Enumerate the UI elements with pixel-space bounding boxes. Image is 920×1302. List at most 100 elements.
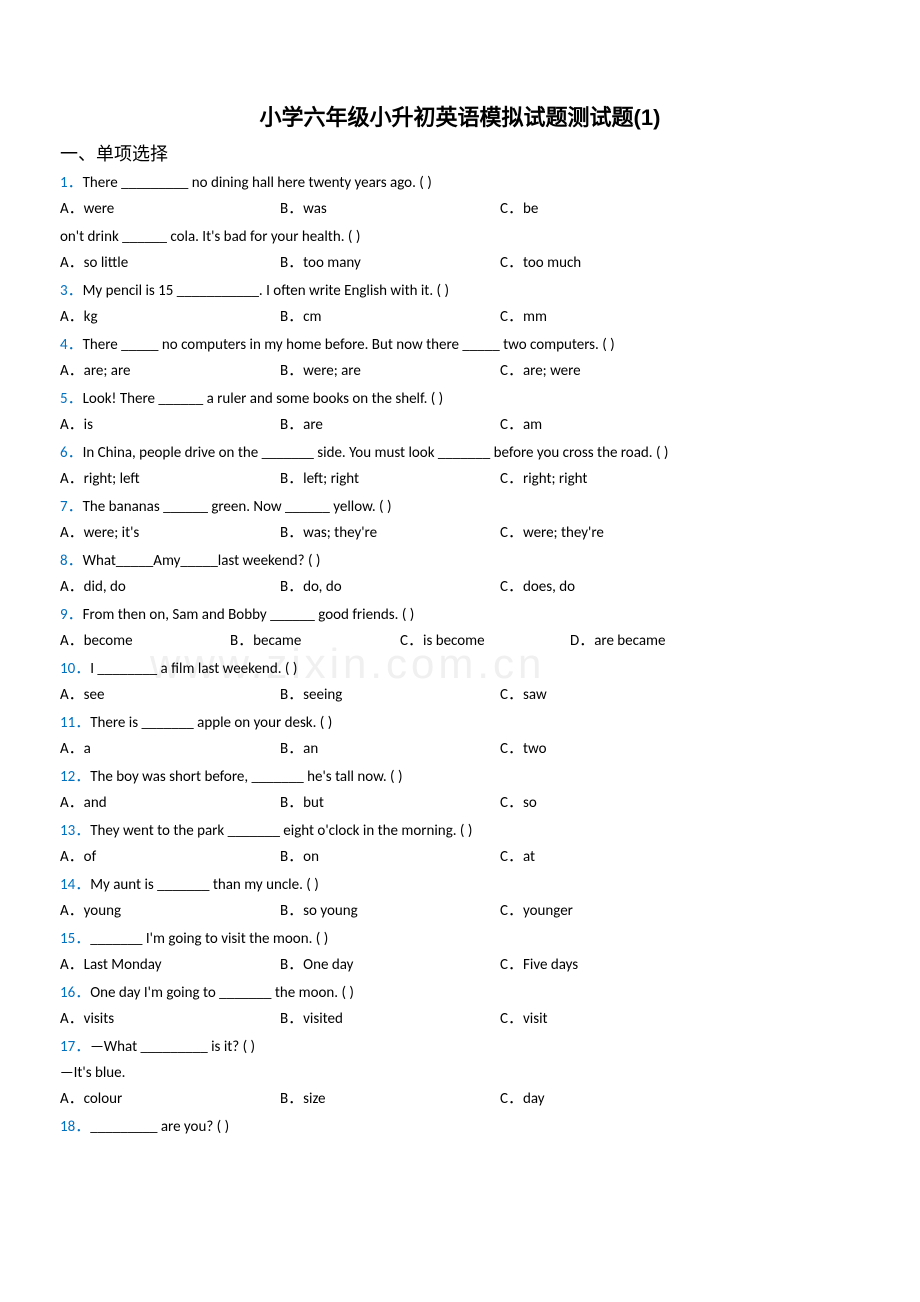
options-row: A．Last MondayB．One dayC．Five days <box>60 952 860 978</box>
question-text: 1．There _________ no dining hall here tw… <box>60 170 860 196</box>
option-a: A．of <box>60 844 280 870</box>
question-number: 18． <box>60 1118 90 1136</box>
options-row: A．seeB．seeingC．saw <box>60 682 860 708</box>
question-text: 5．Look! There ______ a ruler and some bo… <box>60 386 860 412</box>
option-c: C．younger <box>500 898 720 924</box>
question-block: 15．_______ I'm going to visit the moon. … <box>60 926 860 978</box>
options-row: A．colourB．sizeC．day <box>60 1086 860 1112</box>
question-number: 7． <box>60 498 83 516</box>
option-b: B．became <box>230 628 400 654</box>
question-number: 1． <box>60 174 83 192</box>
question-block: 18．_________ are you? ( ) <box>60 1114 860 1140</box>
option-b: B．size <box>280 1086 500 1112</box>
option-c: C．are; were <box>500 358 720 384</box>
question-stem: I ________ a film last weekend. ( ) <box>90 660 297 678</box>
question-number: 10． <box>60 660 90 678</box>
options-row: A．isB．areC．am <box>60 412 860 438</box>
question-stem: on't drink ______ cola. It's bad for you… <box>60 228 360 246</box>
question-block: 1．There _________ no dining hall here tw… <box>60 170 860 222</box>
question-text: 7．The bananas ______ green. Now ______ y… <box>60 494 860 520</box>
question-number: 6． <box>60 444 83 462</box>
question-block: 7．The bananas ______ green. Now ______ y… <box>60 494 860 546</box>
option-c: C．were; they're <box>500 520 720 546</box>
options-row: A．visitsB．visitedC．visit <box>60 1006 860 1032</box>
options-row: A．did, doB．do, doC．does, do <box>60 574 860 600</box>
option-a: A．visits <box>60 1006 280 1032</box>
option-a: A．so little <box>60 250 280 276</box>
question-stem: My aunt is _______ than my uncle. ( ) <box>90 876 319 894</box>
question-block: 6．In China, people drive on the _______ … <box>60 440 860 492</box>
question-stem: —What _________ is it? ( ) <box>90 1038 255 1056</box>
option-a: A．Last Monday <box>60 952 280 978</box>
option-b: B．visited <box>280 1006 500 1032</box>
question-number: 12． <box>60 768 90 786</box>
question-block: 12．The boy was short before, _______ he'… <box>60 764 860 816</box>
options-row: A．kgB．cmC．mm <box>60 304 860 330</box>
option-a: A．a <box>60 736 280 762</box>
option-a: A．become <box>60 628 230 654</box>
question-stem: There is _______ apple on your desk. ( ) <box>90 714 332 732</box>
option-c: C．mm <box>500 304 720 330</box>
question-number: 15． <box>60 930 90 948</box>
option-b: B．so young <box>280 898 500 924</box>
option-b: B．One day <box>280 952 500 978</box>
question-stem: Look! There ______ a ruler and some book… <box>83 390 444 408</box>
question-stem: _______ I'm going to visit the moon. ( ) <box>90 930 328 948</box>
option-b: B．left; right <box>280 466 500 492</box>
question-text: 9．From then on, Sam and Bobby ______ goo… <box>60 602 860 628</box>
question-block: 14．My aunt is _______ than my uncle. ( )… <box>60 872 860 924</box>
option-b: B．seeing <box>280 682 500 708</box>
question-stem: From then on, Sam and Bobby ______ good … <box>83 606 415 624</box>
questions-container: 1．There _________ no dining hall here tw… <box>60 170 860 1140</box>
question-extra: —It's blue. <box>60 1060 860 1086</box>
option-b: B．cm <box>280 304 500 330</box>
options-row: A．right; leftB．left; rightC．right; right <box>60 466 860 492</box>
question-block: on't drink ______ cola. It's bad for you… <box>60 224 860 276</box>
option-b: B．do, do <box>280 574 500 600</box>
question-number: 14． <box>60 876 90 894</box>
question-text: 6．In China, people drive on the _______ … <box>60 440 860 466</box>
question-number: 11． <box>60 714 90 732</box>
question-block: 5．Look! There ______ a ruler and some bo… <box>60 386 860 438</box>
option-c: C．so <box>500 790 720 816</box>
option-b: B．too many <box>280 250 500 276</box>
question-text: 4．There _____ no computers in my home be… <box>60 332 860 358</box>
option-b: B．an <box>280 736 500 762</box>
question-stem: One day I'm going to _______ the moon. (… <box>90 984 354 1002</box>
option-a: A．were <box>60 196 280 222</box>
option-b: B．are <box>280 412 500 438</box>
document-title: 小学六年级小升初英语模拟试题测试题(1) <box>60 100 860 132</box>
question-stem: The bananas ______ green. Now ______ yel… <box>83 498 392 516</box>
question-stem: _________ are you? ( ) <box>90 1118 229 1136</box>
question-stem: What_____Amy_____last weekend? ( ) <box>83 552 321 570</box>
option-c: C．be <box>500 196 720 222</box>
question-stem: In China, people drive on the _______ si… <box>83 444 669 462</box>
question-text: 17．—What _________ is it? ( ) <box>60 1034 860 1060</box>
option-c: C．saw <box>500 682 720 708</box>
option-b: B．was; they're <box>280 520 500 546</box>
question-block: 9．From then on, Sam and Bobby ______ goo… <box>60 602 860 654</box>
question-number: 17． <box>60 1038 90 1056</box>
option-c: C．does, do <box>500 574 720 600</box>
option-d: D．are became <box>570 628 740 654</box>
option-c: C．am <box>500 412 720 438</box>
options-row: A．andB．butC．so <box>60 790 860 816</box>
question-text: 16．One day I'm going to _______ the moon… <box>60 980 860 1006</box>
question-number: 4． <box>60 336 83 354</box>
question-text: 8．What_____Amy_____last weekend? ( ) <box>60 548 860 574</box>
question-block: 3．My pencil is 15 ___________. I often w… <box>60 278 860 330</box>
option-a: A．is <box>60 412 280 438</box>
option-a: A．right; left <box>60 466 280 492</box>
option-c: C．at <box>500 844 720 870</box>
question-block: 10．I ________ a film last weekend. ( )A．… <box>60 656 860 708</box>
question-text: on't drink ______ cola. It's bad for you… <box>60 224 860 250</box>
question-text: 10．I ________ a film last weekend. ( ) <box>60 656 860 682</box>
option-c: C．day <box>500 1086 720 1112</box>
question-number: 16． <box>60 984 90 1002</box>
question-number: 5． <box>60 390 83 408</box>
question-stem: My pencil is 15 ___________. I often wri… <box>83 282 449 300</box>
option-b: B．was <box>280 196 500 222</box>
options-row: A．youngB．so youngC．younger <box>60 898 860 924</box>
question-number: 8． <box>60 552 83 570</box>
option-c: C．right; right <box>500 466 720 492</box>
